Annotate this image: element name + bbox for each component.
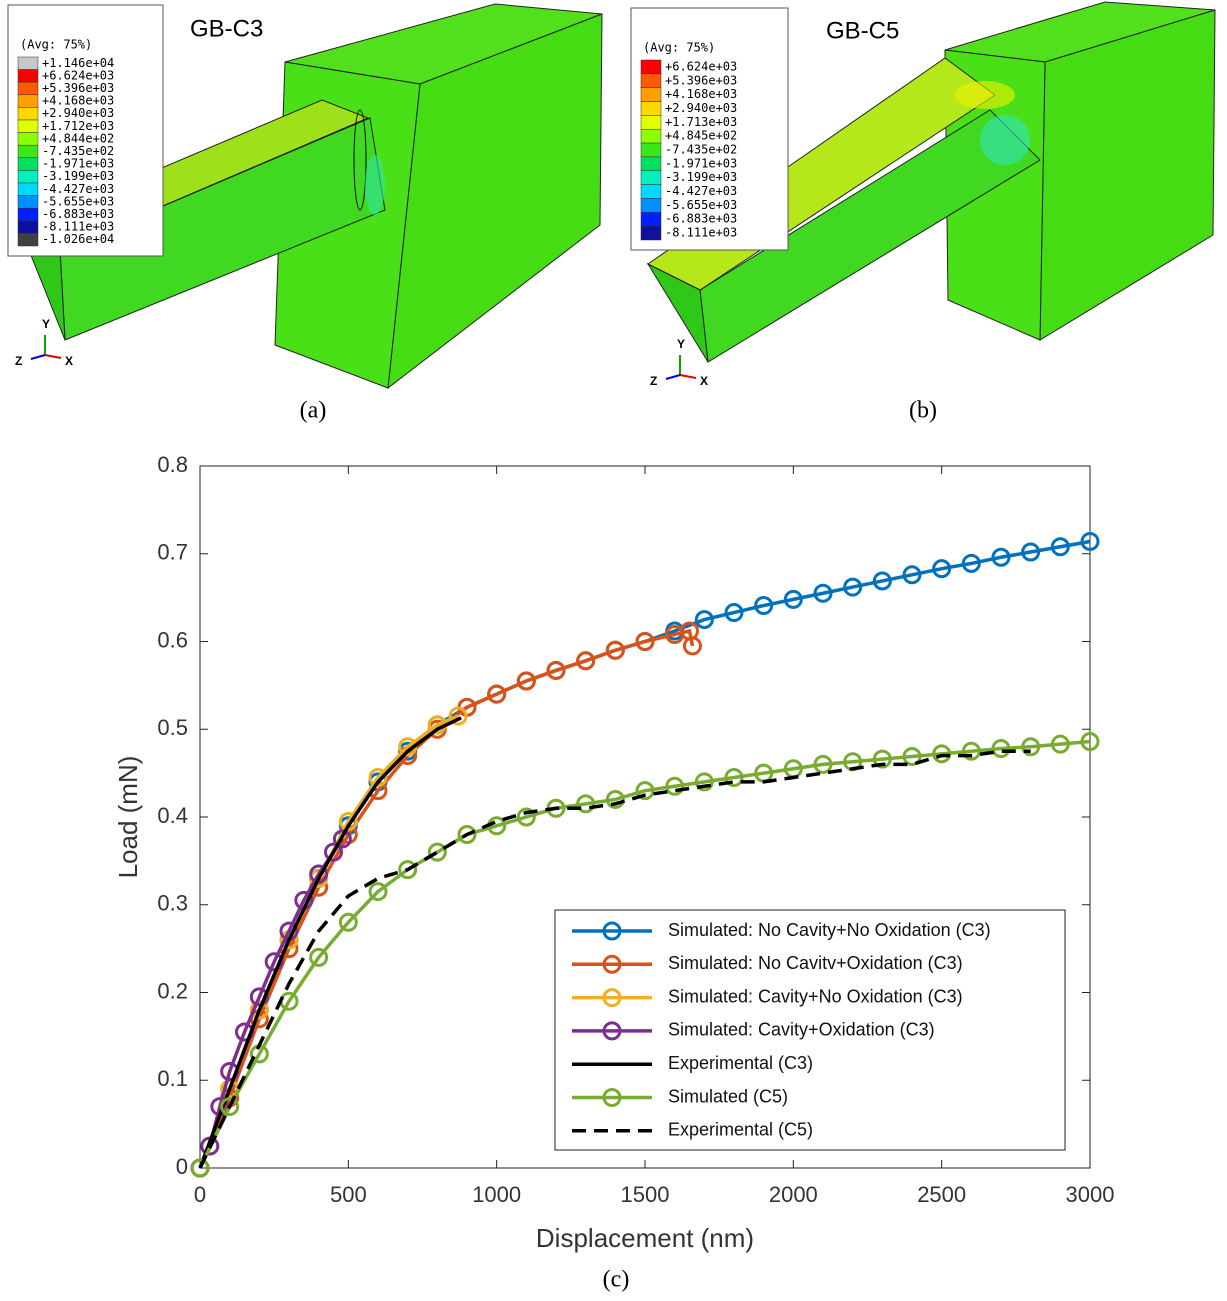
triad-label: Y <box>677 337 685 351</box>
y-tick-label: 0.2 <box>157 978 188 1003</box>
y-tick-label: 0.4 <box>157 803 188 828</box>
panel-caption: (a) <box>300 398 327 424</box>
contour-label: +2.940e+03 <box>665 101 737 115</box>
y-axis-label: Load (mN) <box>113 756 143 879</box>
x-tick-label: 1500 <box>621 1182 670 1207</box>
triad-label: X <box>700 374 708 388</box>
y-tick-label: 0.8 <box>157 452 188 477</box>
triad-z <box>666 375 680 379</box>
contour-swatch <box>18 170 38 183</box>
contour-swatch <box>18 107 38 120</box>
triad-x <box>680 375 696 378</box>
contour-swatch <box>641 226 661 240</box>
contour-label: -8.111e+03 <box>665 226 737 240</box>
contour-label: +4.168e+03 <box>665 87 737 101</box>
caption: (c) <box>603 1267 630 1293</box>
y-tick-label: 0.3 <box>157 891 188 916</box>
legend-label: Simulated: No Cavitv+Oxidation (C3) <box>668 953 963 973</box>
contour-swatch <box>18 233 38 246</box>
panel-caption: (b) <box>909 398 937 424</box>
y-tick-label: 0 <box>176 1154 188 1179</box>
x-tick-label: 3000 <box>1066 1182 1115 1207</box>
contour-swatch <box>18 196 38 209</box>
contour-swatch <box>641 143 661 157</box>
contour-swatch <box>641 198 661 212</box>
contour-swatch <box>18 221 38 234</box>
x-tick-label: 1000 <box>472 1182 521 1207</box>
contour-label: +1.713e+03 <box>665 115 737 129</box>
contour-label: +4.845e+02 <box>665 129 737 143</box>
contour-label: +5.396e+03 <box>665 73 737 87</box>
x-tick-label: 0 <box>194 1182 206 1207</box>
contour-swatch <box>18 95 38 108</box>
figure: (c) Displacement (nm) Load (mN) (Avg: 75… <box>0 0 1227 1301</box>
contour-swatch <box>641 60 661 74</box>
x-tick-label: 500 <box>330 1182 367 1207</box>
contour-swatch <box>641 185 661 199</box>
contour-swatch <box>18 158 38 171</box>
contour-label: -4.427e+03 <box>665 184 737 198</box>
x-tick-label: 2500 <box>917 1182 966 1207</box>
y-tick-label: 0.6 <box>157 627 188 652</box>
contour-swatch <box>641 88 661 102</box>
contour-swatch <box>18 208 38 221</box>
triad-label: X <box>65 354 73 368</box>
contour-swatch <box>18 82 38 95</box>
legend-label: Simulated: Cavity+No Oxidation (C3) <box>668 986 963 1006</box>
legend-label: Simulated: No Cavity+No Oxidation (C3) <box>668 920 991 940</box>
contour-swatch <box>18 183 38 196</box>
legend-label: Simulated: Cavity+Oxidation (C3) <box>668 1020 935 1040</box>
contour-swatch <box>18 120 38 133</box>
contour-swatch <box>641 129 661 143</box>
contour-swatch <box>641 171 661 185</box>
contour-label: +6.624e+03 <box>665 59 737 73</box>
legend-label: Experimental (C5) <box>668 1120 813 1140</box>
contour-swatch <box>18 57 38 70</box>
contour-swatch <box>18 133 38 146</box>
contour-swatch <box>641 115 661 129</box>
panel-title: GB-C5 <box>826 17 899 44</box>
contour-swatch <box>641 102 661 116</box>
legend-label: Experimental (C3) <box>668 1053 813 1073</box>
triad-x <box>45 355 61 358</box>
y-tick-label: 0.7 <box>157 540 188 565</box>
contour-swatch <box>18 145 38 158</box>
x-tick-label: 2000 <box>769 1182 818 1207</box>
contour-label: -1.971e+03 <box>665 156 737 170</box>
contour-label: -5.655e+03 <box>665 198 737 212</box>
panel-title: GB-C3 <box>190 15 263 42</box>
y-tick-label: 0.1 <box>157 1066 188 1091</box>
legend-label: Simulated (C5) <box>668 1086 788 1106</box>
contour-swatch <box>18 70 38 83</box>
x-axis-label: Displacement (nm) <box>536 1223 754 1253</box>
contour-swatch <box>641 74 661 88</box>
y-tick-label: 0.5 <box>157 715 188 740</box>
triad-label: Z <box>15 354 22 368</box>
contour-label: -3.199e+03 <box>665 170 737 184</box>
triad-z <box>31 355 45 359</box>
triad-label: Z <box>650 374 657 388</box>
contour-swatch <box>641 212 661 226</box>
contour-label: -6.883e+03 <box>665 212 737 226</box>
contour-label: -7.435e+02 <box>665 143 737 157</box>
contour-legend-header: (Avg: 75%) <box>643 41 715 55</box>
contour-label: -1.026e+04 <box>42 232 114 246</box>
contour-swatch <box>641 157 661 171</box>
triad-label: Y <box>42 317 50 331</box>
contour-legend-header: (Avg: 75%) <box>20 38 92 52</box>
